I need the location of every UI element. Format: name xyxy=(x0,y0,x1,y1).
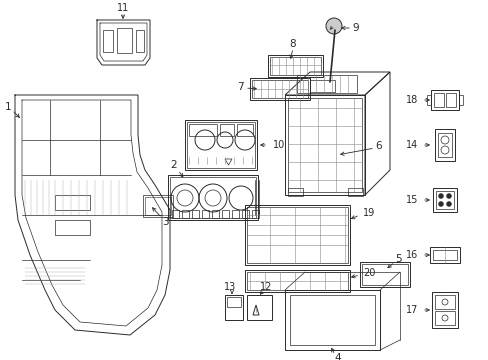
Text: 1: 1 xyxy=(5,102,11,112)
Circle shape xyxy=(446,202,450,207)
Bar xyxy=(220,124,234,136)
Text: 12: 12 xyxy=(259,282,272,292)
Text: 2: 2 xyxy=(170,160,177,170)
Bar xyxy=(437,133,451,157)
Text: 5: 5 xyxy=(394,254,401,264)
Text: 19: 19 xyxy=(362,208,374,218)
Bar xyxy=(172,210,179,218)
Text: 4: 4 xyxy=(334,353,341,360)
Text: 6: 6 xyxy=(375,141,382,151)
Bar xyxy=(244,270,349,292)
Bar xyxy=(184,120,257,170)
Bar xyxy=(237,124,252,136)
Bar xyxy=(55,220,90,235)
Bar xyxy=(117,28,132,53)
Bar xyxy=(434,295,454,309)
Bar xyxy=(269,57,320,75)
Bar xyxy=(222,210,228,218)
Bar xyxy=(445,93,455,107)
Bar xyxy=(432,250,456,260)
Bar xyxy=(168,175,258,220)
Bar xyxy=(55,195,90,210)
Circle shape xyxy=(325,18,341,34)
Bar xyxy=(231,210,239,218)
Bar xyxy=(246,207,347,263)
Text: 8: 8 xyxy=(289,39,296,49)
Bar xyxy=(249,78,309,100)
Bar xyxy=(182,210,189,218)
Circle shape xyxy=(438,194,443,198)
Bar xyxy=(251,80,307,98)
Bar xyxy=(251,210,259,218)
Text: 11: 11 xyxy=(117,3,129,13)
Bar xyxy=(142,195,173,217)
Bar xyxy=(224,295,243,320)
Bar xyxy=(186,122,254,168)
Bar xyxy=(309,80,334,92)
Bar xyxy=(189,124,217,136)
Bar xyxy=(426,95,430,105)
Bar xyxy=(287,188,303,196)
Text: 17: 17 xyxy=(405,305,417,315)
Bar xyxy=(285,95,364,195)
Text: 9: 9 xyxy=(352,23,359,33)
Bar xyxy=(246,295,271,320)
Circle shape xyxy=(438,202,443,207)
Bar xyxy=(285,290,379,350)
Bar xyxy=(212,210,219,218)
Bar xyxy=(202,210,208,218)
Text: 18: 18 xyxy=(405,95,417,105)
Bar xyxy=(192,210,199,218)
Bar xyxy=(296,75,356,93)
Text: 13: 13 xyxy=(224,282,236,292)
Bar xyxy=(226,297,241,307)
Bar xyxy=(287,98,361,192)
Bar xyxy=(361,264,407,285)
Bar xyxy=(267,55,323,77)
Bar xyxy=(458,95,462,105)
Bar xyxy=(289,295,374,345)
Bar xyxy=(432,188,456,212)
Bar xyxy=(430,90,458,110)
Bar xyxy=(242,210,248,218)
Text: 3: 3 xyxy=(162,217,168,227)
Bar xyxy=(136,30,143,52)
Bar xyxy=(145,197,171,215)
Text: 15: 15 xyxy=(405,195,417,205)
Bar xyxy=(103,30,113,52)
Bar xyxy=(434,311,454,325)
Text: 16: 16 xyxy=(405,250,417,260)
Bar xyxy=(347,188,362,196)
Bar xyxy=(244,205,349,265)
Bar xyxy=(246,272,347,290)
Circle shape xyxy=(446,194,450,198)
Bar xyxy=(434,129,454,161)
Bar xyxy=(359,262,409,287)
Bar xyxy=(435,191,453,209)
Text: 14: 14 xyxy=(405,140,417,150)
Bar xyxy=(429,247,459,263)
Bar xyxy=(433,93,443,107)
Bar xyxy=(431,292,457,328)
Text: 10: 10 xyxy=(272,140,285,150)
Text: 20: 20 xyxy=(362,268,375,278)
Text: 7: 7 xyxy=(236,82,243,92)
Bar xyxy=(170,177,256,218)
